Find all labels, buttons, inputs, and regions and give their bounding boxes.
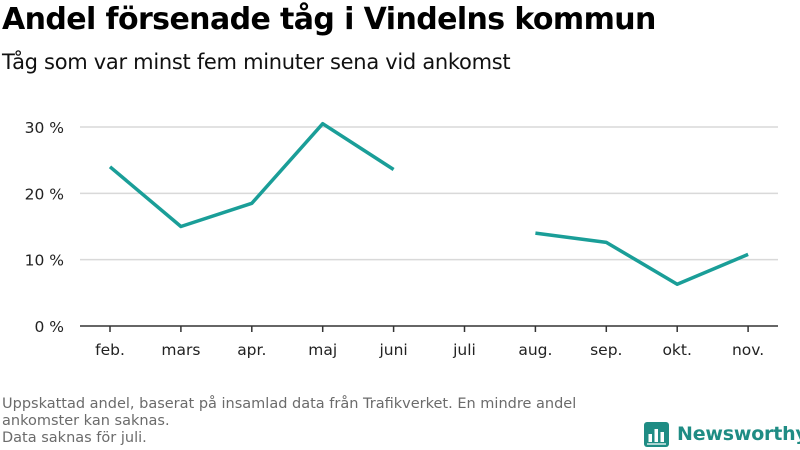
- x-tick-label: mars: [161, 341, 200, 359]
- series-lines: [108, 121, 749, 286]
- y-tick-label: 10 %: [25, 252, 64, 270]
- footnote-line: Data saknas för juli.: [2, 430, 147, 446]
- footnote-line: Uppskattad andel, baserat på insamlad da…: [2, 396, 577, 412]
- x-tick-label: apr.: [237, 341, 266, 359]
- brand-name: Newsworthy: [677, 423, 800, 445]
- newsworthy-logo: Newsworthy: [644, 420, 800, 448]
- bar-chart-icon: [644, 421, 669, 447]
- x-tick-label: maj: [308, 341, 337, 359]
- y-tick-label: 30 %: [25, 119, 64, 137]
- x-tick-label: juni: [378, 341, 407, 359]
- x-tick-label: aug.: [518, 341, 552, 359]
- footnote-line: ankomster kan saknas.: [2, 413, 170, 429]
- x-tick-label: sep.: [590, 341, 622, 359]
- x-tick-label: feb.: [95, 341, 125, 359]
- y-tick-label: 0 %: [34, 318, 64, 336]
- x-axis: [80, 325, 778, 332]
- series-line-segment: [108, 121, 395, 229]
- grid-lines: [80, 126, 778, 261]
- y-tick-label: 20 %: [25, 185, 64, 203]
- chart-title: Andel försenade tåg i Vindelns kommun: [2, 2, 656, 37]
- series-line-segment: [535, 231, 749, 286]
- chart-subtitle: Tåg som var minst fem minuter sena vid a…: [2, 50, 511, 74]
- footnote: Uppskattad andel, baserat på insamlad da…: [2, 396, 632, 447]
- x-tick-label: nov.: [732, 341, 764, 359]
- x-tick-label: juli: [452, 341, 476, 359]
- y-axis-labels: 0 % 10 % 20 % 30 %: [25, 119, 64, 336]
- x-tick-label: okt.: [662, 341, 691, 359]
- x-axis-labels: feb. mars apr. maj juni juli aug. sep. okt. nov.: [95, 341, 764, 359]
